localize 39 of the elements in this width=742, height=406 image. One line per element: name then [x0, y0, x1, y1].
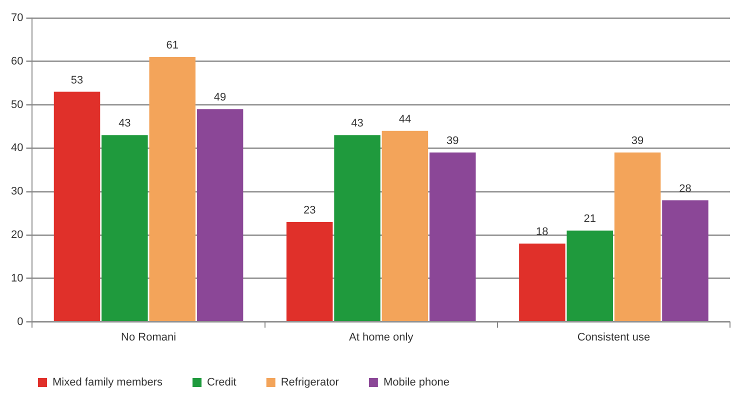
- y-tick-label: 20: [10, 229, 24, 242]
- y-tick-label: 50: [10, 98, 24, 111]
- legend-label: Mobile phone: [383, 376, 450, 389]
- data-label: 43: [351, 118, 364, 130]
- data-label: 39: [631, 135, 644, 148]
- y-tick-label: 10: [10, 272, 24, 284]
- data-label: 43: [118, 118, 131, 130]
- data-label: 21: [584, 213, 596, 226]
- x-tick-label: No Romani: [121, 331, 176, 344]
- data-label: 28: [679, 182, 692, 195]
- y-tick-label: 60: [10, 55, 24, 68]
- bar: [334, 135, 380, 322]
- bar: [149, 57, 196, 322]
- data-label: 39: [446, 135, 459, 148]
- data-label: 44: [398, 113, 412, 126]
- bar: [196, 109, 244, 322]
- bar: [519, 244, 566, 322]
- legend-label: Refrigerator: [280, 376, 340, 389]
- y-tick-label: 0: [17, 316, 24, 328]
- y-tick-label: 40: [10, 142, 24, 154]
- bar: [430, 152, 476, 322]
- data-label: 23: [303, 204, 316, 217]
- bar: [54, 92, 100, 322]
- legend-label: Credit: [207, 376, 236, 389]
- bar: [614, 152, 661, 322]
- data-label: 53: [70, 74, 84, 86]
- bar: [382, 130, 428, 322]
- y-tick-label: 30: [10, 186, 24, 198]
- bar: [102, 135, 148, 322]
- bar: [286, 222, 333, 322]
- y-tick-label: 70: [10, 12, 24, 24]
- x-tick-label: At home only: [349, 331, 414, 344]
- x-tick-label: Consistent use: [577, 331, 650, 344]
- data-label: 49: [214, 92, 226, 104]
- data-label: 18: [536, 226, 548, 238]
- bar: [662, 200, 708, 322]
- legend-label: Mixed family members: [52, 376, 164, 389]
- bar: [566, 230, 613, 322]
- data-label: 61: [166, 40, 178, 52]
